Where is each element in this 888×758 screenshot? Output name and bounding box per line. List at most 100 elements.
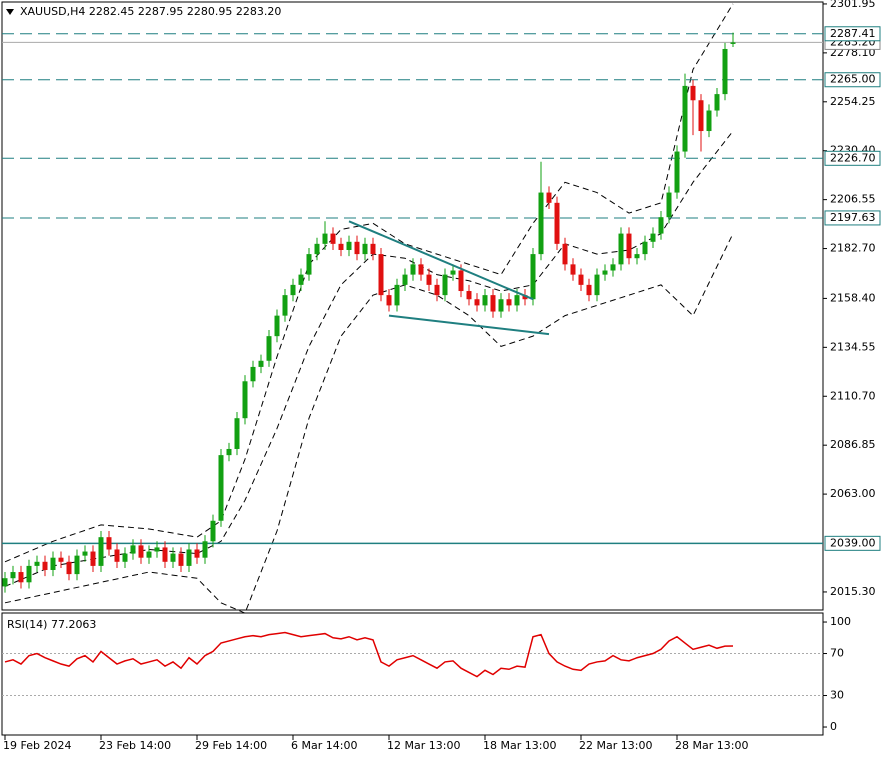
candle-body bbox=[474, 299, 480, 306]
candle-body bbox=[498, 299, 504, 312]
candle-body bbox=[698, 100, 704, 132]
trendline bbox=[388, 314, 550, 336]
candle-body bbox=[362, 243, 368, 255]
candle-body bbox=[650, 233, 656, 242]
level-label: 2197.63 bbox=[830, 211, 876, 224]
candle-body bbox=[626, 233, 632, 259]
price-panel bbox=[1, 1, 824, 611]
candle-body bbox=[50, 557, 56, 570]
y-tick-label: 2134.55 bbox=[830, 340, 876, 353]
candle-body bbox=[18, 572, 24, 583]
candle-body bbox=[578, 274, 584, 285]
level-label: 2226.70 bbox=[830, 151, 876, 164]
level-label: 2287.41 bbox=[830, 27, 876, 40]
candle-body bbox=[690, 85, 696, 101]
x-tick-label: 18 Mar 13:00 bbox=[483, 739, 556, 752]
candle-body bbox=[418, 264, 424, 275]
candle-body bbox=[2, 578, 8, 587]
candle-body bbox=[138, 545, 144, 558]
candle-body bbox=[618, 233, 624, 265]
y-tick-label: 0 bbox=[830, 720, 837, 733]
candle-body bbox=[306, 254, 312, 275]
trendline bbox=[348, 220, 534, 301]
y-tick-label: 2206.55 bbox=[830, 193, 876, 206]
rsi-title: RSI(14) 77.2063 bbox=[7, 618, 96, 631]
candle-body bbox=[178, 553, 184, 566]
candle-body bbox=[130, 545, 136, 554]
candle-body bbox=[370, 243, 376, 255]
x-tick-label: 6 Mar 14:00 bbox=[291, 739, 357, 752]
candle-body bbox=[26, 565, 32, 583]
candle-body bbox=[250, 366, 256, 382]
candle-body bbox=[514, 295, 520, 306]
candle-body bbox=[482, 295, 488, 306]
candle-body bbox=[714, 94, 720, 111]
x-tick-label: 29 Feb 14:00 bbox=[195, 739, 267, 752]
candle-body bbox=[394, 284, 400, 306]
candle-body bbox=[522, 295, 528, 300]
candle-body bbox=[450, 270, 456, 275]
y-tick-label: 30 bbox=[830, 689, 844, 702]
candle-body bbox=[154, 547, 160, 552]
x-tick-label: 22 Mar 13:00 bbox=[579, 739, 652, 752]
candle-body bbox=[666, 192, 672, 218]
candle-body bbox=[730, 42, 736, 44]
candle-body bbox=[458, 270, 464, 292]
candle-body bbox=[298, 274, 304, 285]
candle-body bbox=[434, 284, 440, 296]
candle-body bbox=[274, 315, 280, 337]
candle-body bbox=[210, 520, 216, 542]
candle-body bbox=[122, 553, 128, 562]
y-tick-label: 2063.00 bbox=[830, 487, 876, 500]
band-lower bbox=[4, 233, 734, 614]
candle-body bbox=[466, 291, 472, 300]
candle-body bbox=[538, 192, 544, 255]
candle-body bbox=[66, 561, 72, 575]
y-tick-label: 2158.40 bbox=[830, 291, 876, 304]
candle-body bbox=[162, 547, 168, 562]
candle-body bbox=[58, 557, 64, 562]
candle-body bbox=[42, 561, 48, 570]
candle-body bbox=[90, 551, 96, 566]
x-tick-label: 19 Feb 2024 bbox=[3, 739, 71, 752]
candle-body bbox=[658, 217, 664, 234]
y-tick-label: 2254.25 bbox=[830, 95, 876, 108]
candle-body bbox=[634, 254, 640, 259]
level-label-box bbox=[824, 72, 881, 88]
candle-body bbox=[490, 295, 496, 312]
candle-body bbox=[82, 551, 88, 556]
candle-body bbox=[722, 48, 728, 95]
candle-body bbox=[682, 85, 688, 152]
y-tick-label: 2182.70 bbox=[830, 242, 876, 255]
candle-body bbox=[442, 274, 448, 296]
candle-body bbox=[106, 537, 112, 550]
candle-body bbox=[194, 549, 200, 558]
candle-body bbox=[378, 254, 384, 296]
y-tick-label: 2015.30 bbox=[830, 585, 876, 598]
level-label: 2265.00 bbox=[830, 73, 876, 86]
candle-body bbox=[170, 553, 176, 562]
candle-body bbox=[610, 264, 616, 271]
candle-body bbox=[74, 555, 80, 575]
candle-body bbox=[322, 233, 328, 244]
candle-body bbox=[34, 561, 40, 566]
candle-body bbox=[186, 549, 192, 566]
candle-body bbox=[570, 264, 576, 275]
y-tick-label: 2301.95 bbox=[830, 0, 876, 10]
candle-body bbox=[426, 274, 432, 285]
candle-body bbox=[546, 192, 552, 203]
rsi-line bbox=[4, 631, 734, 678]
level-label-box bbox=[824, 26, 881, 42]
candle-body bbox=[674, 151, 680, 193]
x-tick-label: 23 Feb 14:00 bbox=[99, 739, 171, 752]
candle-body bbox=[402, 274, 408, 285]
y-tick-label: 70 bbox=[830, 647, 844, 660]
candle-body bbox=[226, 448, 232, 456]
candle-body bbox=[410, 264, 416, 275]
candle-body bbox=[386, 295, 392, 306]
candle-body bbox=[642, 241, 648, 255]
candle-body bbox=[282, 295, 288, 316]
menu-arrow[interactable] bbox=[6, 9, 14, 15]
candle-body bbox=[530, 254, 536, 300]
